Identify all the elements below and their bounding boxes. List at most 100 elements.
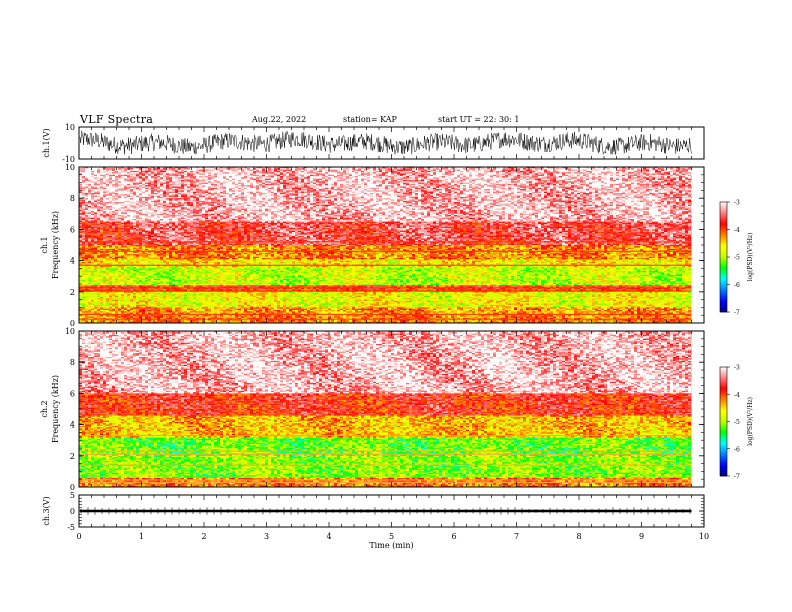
spectrogram-cell [364, 171, 367, 173]
spectrogram-cell [163, 172, 166, 174]
spectrogram-cell [454, 170, 457, 172]
spectrogram-cell [325, 171, 328, 173]
spectrogram-cell [478, 168, 481, 170]
spectrogram-cell [430, 168, 433, 170]
spectrogram-cell [634, 171, 637, 173]
spectrogram-cell [127, 171, 130, 173]
spectrogram-cell [679, 171, 682, 173]
spectrogram-cell [529, 168, 532, 170]
spectrogram-cell [469, 171, 472, 173]
spectrogram-cell [151, 171, 154, 173]
spectrogram-cell [280, 172, 283, 174]
spectrogram-cell [175, 170, 178, 172]
spectrogram-cell [631, 170, 634, 172]
spectrogram-cell [487, 168, 490, 170]
spectrogram-cell [652, 168, 655, 170]
spectrogram-cell [136, 171, 139, 173]
spectrogram-cell [217, 172, 220, 174]
spectrogram-cell [280, 170, 283, 172]
spectrogram-cell [409, 168, 412, 170]
spectrogram-cell [307, 168, 310, 170]
spectrogram-cell [421, 170, 424, 172]
spectrogram-cell [658, 168, 661, 170]
spectrogram-cell [109, 171, 112, 173]
spectrogram-cell [208, 168, 211, 170]
spectrogram-cell [592, 168, 595, 170]
spectrogram-cell [133, 172, 136, 174]
spectrogram-cell [604, 170, 607, 172]
spectrogram-cell [424, 168, 427, 170]
spectrogram-cell [247, 171, 250, 173]
spectrogram-cell [310, 171, 313, 173]
spectrogram-cell [562, 171, 565, 173]
spectrogram-cell [424, 170, 427, 172]
spectrogram-cell [628, 168, 631, 170]
spectrogram-cell [352, 168, 355, 170]
spectrogram-cell [619, 168, 622, 170]
spectrogram-cell [322, 171, 325, 173]
spectrogram-cell [550, 171, 553, 173]
spectrogram-cell [397, 168, 400, 170]
spectrogram-cell [244, 170, 247, 172]
spectrogram-cell [475, 171, 478, 173]
spectrogram-cell [175, 168, 178, 170]
spectrogram-cell [445, 170, 448, 172]
spectrogram-cell [238, 171, 241, 173]
spectrogram-cell [154, 171, 157, 173]
spectrogram-cell [532, 170, 535, 172]
spectrogram-cell [316, 172, 319, 174]
spectrogram-cell [238, 172, 241, 174]
spectrogram-cell [370, 170, 373, 172]
spectrogram-cell [94, 168, 97, 170]
spectrogram-cell [133, 168, 136, 170]
spectrogram-cell [256, 170, 259, 172]
spectrogram-cell [475, 168, 478, 170]
spectrogram-cell [187, 171, 190, 173]
spectrogram-cell [403, 168, 406, 170]
spectrogram-cell [328, 171, 331, 173]
spectrogram-cell [190, 172, 193, 174]
spectrogram-cell [232, 170, 235, 172]
spectrogram-cell [688, 168, 691, 170]
spectrogram-cell [583, 170, 586, 172]
spectrogram-cell [490, 171, 493, 173]
spectrogram-cell [211, 168, 214, 170]
spectrogram-cell [130, 170, 133, 172]
spectrogram-cell [568, 171, 571, 173]
spectrogram-cell [595, 171, 598, 173]
spectrogram-cell [292, 171, 295, 173]
spectrogram-cell [532, 171, 535, 173]
spectrogram-cell [418, 171, 421, 173]
spectrogram-cell [304, 171, 307, 173]
spectrogram-cell [622, 171, 625, 173]
spectrogram-cell [556, 170, 559, 172]
spectrogram-cell [649, 170, 652, 172]
spectrogram-cell [256, 171, 259, 173]
spectrogram-cell [574, 168, 577, 170]
spectrogram-cell [613, 170, 616, 172]
spectrogram-cell [199, 172, 202, 174]
spectrogram-cell [292, 168, 295, 170]
spectrogram-cell [262, 171, 265, 173]
spectrogram-cell [274, 168, 277, 170]
spectrogram-cell [130, 172, 133, 174]
spectrogram-cell [325, 170, 328, 172]
spectrogram-cell [541, 171, 544, 173]
spectrogram-cell [406, 170, 409, 172]
spectrogram-cell [142, 172, 145, 174]
spectrogram-cell [193, 172, 196, 174]
spectrogram-cell [106, 171, 109, 173]
spectrogram-cell [496, 170, 499, 172]
spectrogram-cell [337, 171, 340, 173]
spectrogram-cell [598, 171, 601, 173]
spectrogram-cell [259, 170, 262, 172]
spectrogram-cell [235, 170, 238, 172]
spectrogram-cell [211, 171, 214, 173]
spectrogram-cell [367, 171, 370, 173]
spectrogram-cell [85, 170, 88, 172]
spectrogram-cell [268, 172, 271, 174]
spectrogram-cell [484, 171, 487, 173]
spectrogram-cell [334, 171, 337, 173]
spectrogram-cell [361, 168, 364, 170]
spectrogram-cell [217, 171, 220, 173]
